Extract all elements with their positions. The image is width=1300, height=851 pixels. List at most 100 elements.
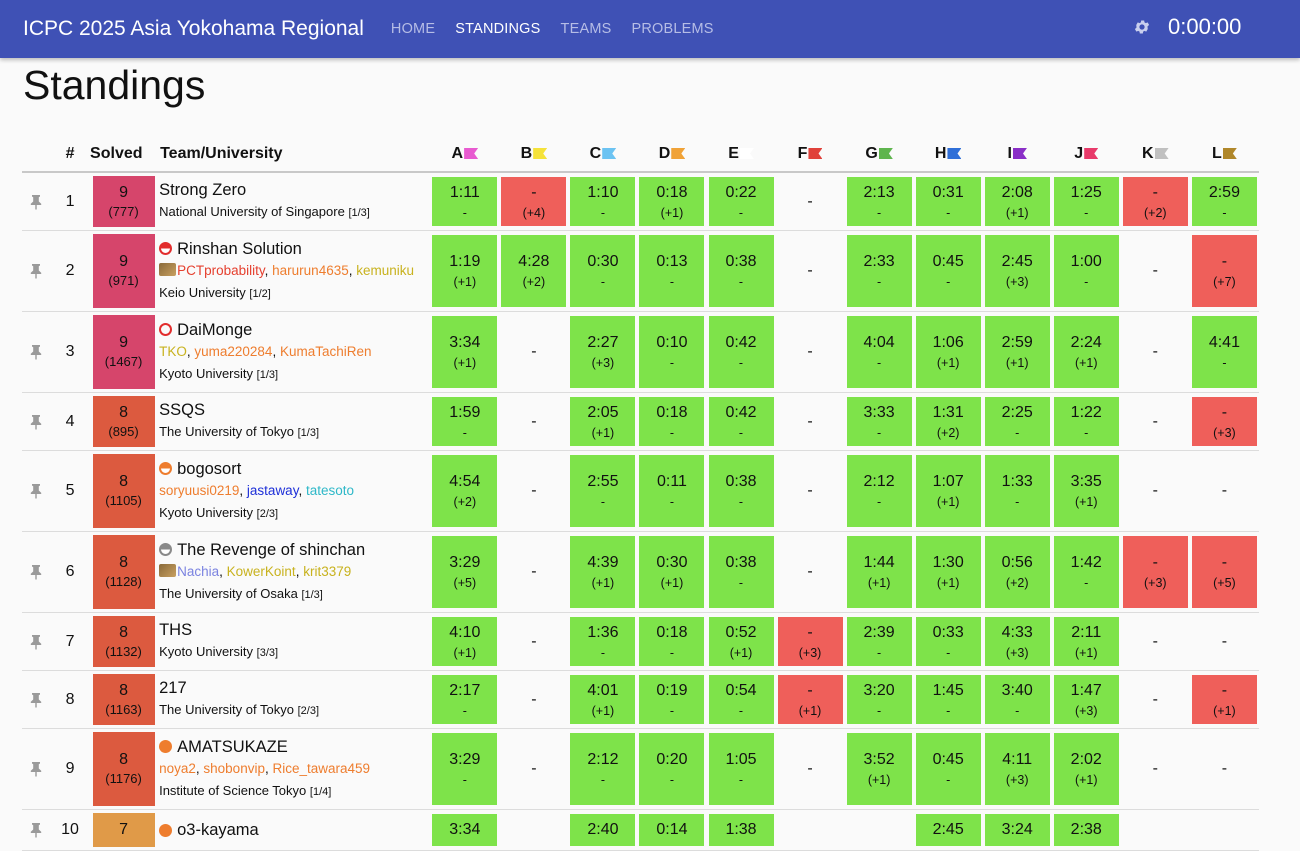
member-name[interactable]: tatesoto	[305, 482, 355, 498]
accepted-cell[interactable]: 4:41 -	[1191, 316, 1257, 388]
accepted-cell[interactable]: 1:06 (+1)	[915, 316, 981, 388]
gear-icon[interactable]	[1133, 18, 1151, 36]
accepted-cell[interactable]: 0:13 -	[639, 235, 705, 307]
accepted-cell[interactable]: 3:52 (+1)	[846, 733, 912, 805]
accepted-cell[interactable]: 4:33 (+3)	[984, 617, 1050, 666]
accepted-cell[interactable]: 2:11 (+1)	[1053, 617, 1119, 666]
accepted-cell[interactable]: 1:30 (+1)	[915, 536, 981, 608]
accepted-cell[interactable]: 2:39 -	[846, 617, 912, 666]
pushpin-icon[interactable]	[29, 414, 43, 430]
accepted-cell[interactable]: 1:19 (+1)	[432, 235, 498, 307]
accepted-cell[interactable]: 4:04 -	[846, 316, 912, 388]
problem-header-b[interactable]: B	[499, 137, 569, 173]
rejected-cell[interactable]: - (+5)	[1191, 536, 1257, 608]
accepted-cell[interactable]: 3:34 (+1)	[432, 316, 498, 388]
team-name[interactable]: Strong Zero	[159, 181, 247, 199]
member-name[interactable]: Nachia	[177, 563, 220, 579]
accepted-cell[interactable]: 0:52 (+1)	[708, 617, 774, 666]
pushpin-icon[interactable]	[29, 564, 43, 580]
problem-header-i[interactable]: I	[982, 137, 1052, 173]
accepted-cell[interactable]: 2:05 (+1)	[570, 397, 636, 446]
accepted-cell[interactable]: 0:10 -	[639, 316, 705, 388]
accepted-cell[interactable]: 4:11 (+3)	[984, 733, 1050, 805]
accepted-cell[interactable]: 4:01 (+1)	[570, 675, 636, 724]
member-name[interactable]: TKO	[159, 343, 187, 359]
accepted-cell[interactable]: 0:20 -	[639, 733, 705, 805]
team-name[interactable]: DaiMonge	[177, 320, 253, 339]
accepted-cell[interactable]: 0:38 -	[708, 235, 774, 307]
accepted-cell[interactable]: 0:11 -	[639, 455, 705, 527]
accepted-cell[interactable]: 1:38	[708, 814, 774, 846]
pushpin-icon[interactable]	[29, 483, 43, 499]
accepted-cell[interactable]: 2:45 (+3)	[984, 235, 1050, 307]
member-name[interactable]: harurun4635	[272, 262, 349, 278]
accepted-cell[interactable]: 2:45	[915, 814, 981, 846]
accepted-cell[interactable]: 2:59 (+1)	[984, 316, 1050, 388]
accepted-cell[interactable]: 2:33 -	[846, 235, 912, 307]
member-name[interactable]: jastaway	[246, 482, 299, 498]
accepted-cell[interactable]: 0:18 (+1)	[639, 177, 705, 226]
accepted-cell[interactable]: 0:30 (+1)	[639, 536, 705, 608]
accepted-cell[interactable]: 3:34	[432, 814, 498, 846]
accepted-cell[interactable]: 2:24 (+1)	[1053, 316, 1119, 388]
accepted-cell[interactable]: 3:40 -	[984, 675, 1050, 724]
accepted-cell[interactable]: 0:54 -	[708, 675, 774, 724]
accepted-cell[interactable]: 0:19 -	[639, 675, 705, 724]
team-name[interactable]: THS	[159, 621, 193, 639]
accepted-cell[interactable]: 1:11 -	[432, 177, 498, 226]
accepted-cell[interactable]: 4:28 (+2)	[501, 235, 567, 307]
member-name[interactable]: Rice_tawara459	[272, 760, 371, 776]
accepted-cell[interactable]: 1:42 -	[1053, 536, 1119, 608]
accepted-cell[interactable]: 0:42 -	[708, 316, 774, 388]
accepted-cell[interactable]: 1:10 -	[570, 177, 636, 226]
member-name[interactable]: shobonvip	[203, 760, 265, 776]
member-name[interactable]: yuma220284	[194, 343, 273, 359]
accepted-cell[interactable]: 3:35 (+1)	[1053, 455, 1119, 527]
nav-home[interactable]: HOME	[390, 21, 436, 37]
problem-header-d[interactable]: D	[637, 137, 707, 173]
problem-header-k[interactable]: K	[1120, 137, 1190, 173]
accepted-cell[interactable]: 3:20 -	[846, 675, 912, 724]
accepted-cell[interactable]: 2:59 -	[1191, 177, 1257, 226]
team-name[interactable]: o3-kayama	[177, 821, 259, 839]
accepted-cell[interactable]: 2:12 -	[846, 455, 912, 527]
member-name[interactable]: soryuusi0219	[159, 482, 240, 498]
team-name[interactable]: Rinshan Solution	[177, 239, 302, 258]
accepted-cell[interactable]: 0:31 -	[915, 177, 981, 226]
rejected-cell[interactable]: - (+3)	[1122, 536, 1188, 608]
accepted-cell[interactable]: 4:39 (+1)	[570, 536, 636, 608]
accepted-cell[interactable]: 0:33 -	[915, 617, 981, 666]
accepted-cell[interactable]: 0:18 -	[639, 397, 705, 446]
accepted-cell[interactable]: 1:25 -	[1053, 177, 1119, 226]
accepted-cell[interactable]: 4:54 (+2)	[432, 455, 498, 527]
team-name[interactable]: 217	[159, 679, 187, 697]
team-name[interactable]: SSQS	[159, 401, 205, 419]
pushpin-icon[interactable]	[29, 344, 43, 360]
pushpin-icon[interactable]	[29, 692, 43, 708]
accepted-cell[interactable]: 1:07 (+1)	[915, 455, 981, 527]
accepted-cell[interactable]: 1:59 -	[432, 397, 498, 446]
accepted-cell[interactable]: 3:33 -	[846, 397, 912, 446]
member-name[interactable]: PCTprobability	[177, 262, 265, 278]
accepted-cell[interactable]: 2:55 -	[570, 455, 636, 527]
accepted-cell[interactable]: 2:02 (+1)	[1053, 733, 1119, 805]
accepted-cell[interactable]: 0:45 -	[915, 733, 981, 805]
accepted-cell[interactable]: 1:00 -	[1053, 235, 1119, 307]
accepted-cell[interactable]: 2:27 (+3)	[570, 316, 636, 388]
member-name[interactable]: KowerKoint	[226, 563, 296, 579]
member-name[interactable]: KumaTachiRen	[279, 343, 372, 359]
accepted-cell[interactable]: 2:38	[1053, 814, 1119, 846]
pushpin-icon[interactable]	[29, 761, 43, 777]
rejected-cell[interactable]: - (+2)	[1122, 177, 1188, 226]
pushpin-icon[interactable]	[29, 263, 43, 279]
rejected-cell[interactable]: - (+1)	[1191, 675, 1257, 724]
problem-header-c[interactable]: C	[568, 137, 638, 173]
accepted-cell[interactable]: 0:22 -	[708, 177, 774, 226]
accepted-cell[interactable]: 1:22 -	[1053, 397, 1119, 446]
accepted-cell[interactable]: 2:12 -	[570, 733, 636, 805]
nav-problems[interactable]: PROBLEMS	[631, 21, 714, 37]
accepted-cell[interactable]: 2:25 -	[984, 397, 1050, 446]
accepted-cell[interactable]: 1:31 (+2)	[915, 397, 981, 446]
nav-teams[interactable]: TEAMS	[560, 21, 612, 37]
member-name[interactable]: kemuniku	[356, 262, 415, 278]
